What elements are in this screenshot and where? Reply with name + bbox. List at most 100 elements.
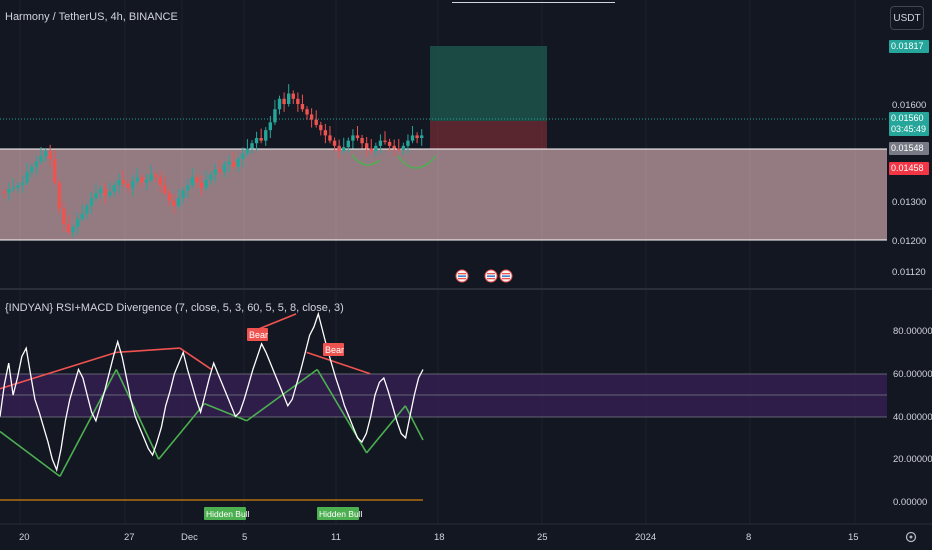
- candle-body: [218, 169, 222, 173]
- indicator-title: {INDYAN} RSI+MACD Divergence (7, close, …: [5, 302, 344, 314]
- candle-body: [245, 148, 250, 154]
- candle-body: [236, 158, 240, 167]
- support-resistance-zone: [0, 149, 887, 240]
- candle-body: [410, 135, 415, 141]
- bear-divergence-line: [0, 351, 117, 390]
- indicator-axis: 80.00000 60.00000 40.00000 20.00000 0.00…: [893, 326, 932, 508]
- candle-body: [153, 174, 158, 178]
- candle-body: [364, 143, 369, 149]
- candle-body: [172, 200, 176, 207]
- candlesticks: [2, 84, 424, 238]
- candle-body: [374, 145, 378, 152]
- hidden-bull-label: Hidden Bull: [317, 507, 363, 520]
- bull-divergence-line: [365, 405, 406, 454]
- price-tick: 0.01600: [892, 100, 926, 111]
- candle-body: [378, 140, 383, 146]
- candle-body: [406, 140, 410, 146]
- candle-body: [62, 208, 66, 225]
- candle-body: [277, 98, 282, 110]
- bear-divergence-line: [116, 347, 180, 354]
- candle-body: [186, 185, 190, 191]
- candle-body: [355, 135, 360, 139]
- candle-body: [397, 148, 401, 150]
- candle-body: [319, 124, 323, 131]
- candle-body: [209, 174, 213, 180]
- candle-body: [241, 153, 245, 159]
- candle-body: [94, 192, 98, 199]
- bear-label-text: Bear: [325, 345, 344, 355]
- candle-body: [190, 177, 195, 186]
- candle-body: [103, 189, 107, 196]
- indicator-tick: 40.00000: [893, 412, 932, 423]
- currency-button[interactable]: USDT: [890, 6, 924, 30]
- candle-body: [199, 182, 204, 188]
- candle-body: [20, 182, 25, 186]
- candle-body: [2, 191, 6, 193]
- candle-body: [369, 148, 373, 152]
- candle-body: [176, 198, 181, 207]
- candle-body: [158, 177, 162, 186]
- time-axis[interactable]: 20 27 Dec 5 11 18 25 2024 8 15: [19, 532, 859, 543]
- candle-body: [204, 179, 208, 188]
- candle-body: [7, 189, 11, 193]
- us-flag-event-icon[interactable]: [499, 269, 513, 283]
- hidden-bull-label-text: Hidden Bull: [206, 509, 250, 519]
- indicator-tick: 80.00000: [893, 326, 932, 337]
- candle-body: [264, 130, 268, 141]
- candle-body: [135, 177, 140, 182]
- candle-body: [420, 135, 424, 139]
- drawn-cup-right: [397, 155, 437, 169]
- candle-body: [117, 179, 121, 186]
- us-flag-event-icon[interactable]: [484, 269, 498, 283]
- candle-body: [48, 151, 52, 159]
- candle-body: [332, 140, 337, 146]
- bear-label: Bear: [323, 343, 344, 356]
- price-tick: 0.01120: [892, 267, 926, 278]
- candle-body: [250, 143, 254, 149]
- stop-price-tag: 0.01458: [889, 162, 929, 175]
- candle-body: [342, 147, 346, 152]
- hidden-bull-label-text: Hidden Bull: [319, 509, 363, 519]
- candle-body: [30, 166, 34, 173]
- bull-divergence-line: [246, 368, 318, 422]
- bear-label: Bear: [247, 328, 268, 341]
- symbol-title: Harmony / TetherUS, 4h, BINANCE: [5, 11, 178, 23]
- long-position-loss-zone: [430, 121, 547, 149]
- time-tick: 18: [434, 532, 445, 543]
- candle-body: [296, 98, 300, 105]
- price-axis: 0.01600 0.01300 0.01200 0.01120: [892, 100, 926, 278]
- candle-body: [39, 156, 43, 162]
- candle-body: [108, 191, 112, 196]
- candle-body: [254, 138, 259, 144]
- time-tick: 15: [848, 532, 859, 543]
- bear-divergence-line: [179, 347, 212, 371]
- current-price-tag: 0.01560 03:45:49: [889, 112, 929, 136]
- candle-body: [195, 177, 199, 183]
- bull-divergence-line: [404, 405, 424, 441]
- gear-icon[interactable]: [905, 531, 917, 543]
- us-flag-event-icon[interactable]: [455, 269, 469, 283]
- bull-divergence-line: [0, 430, 61, 477]
- candle-body: [222, 164, 227, 173]
- candle-body: [16, 185, 20, 188]
- candle-body: [131, 181, 135, 188]
- candle-body: [346, 140, 351, 148]
- candle-body: [337, 145, 341, 152]
- candle-body: [314, 119, 318, 125]
- candle-body: [273, 109, 277, 123]
- price-tick: 0.01300: [892, 197, 926, 208]
- candle-body: [167, 192, 172, 201]
- candle-body: [231, 161, 236, 167]
- candle-body: [144, 179, 149, 183]
- candle-body: [360, 138, 364, 144]
- candle-body: [140, 177, 144, 183]
- candle-body: [57, 182, 62, 209]
- target-price-tag: 0.01817: [889, 40, 929, 53]
- hidden-bull-label: Hidden Bull: [204, 507, 250, 520]
- time-tick: 25: [537, 532, 548, 543]
- bull-divergence-line: [204, 402, 248, 422]
- bull-divergence-line: [59, 369, 118, 477]
- time-tick: 5: [242, 532, 247, 543]
- candle-body: [43, 151, 48, 157]
